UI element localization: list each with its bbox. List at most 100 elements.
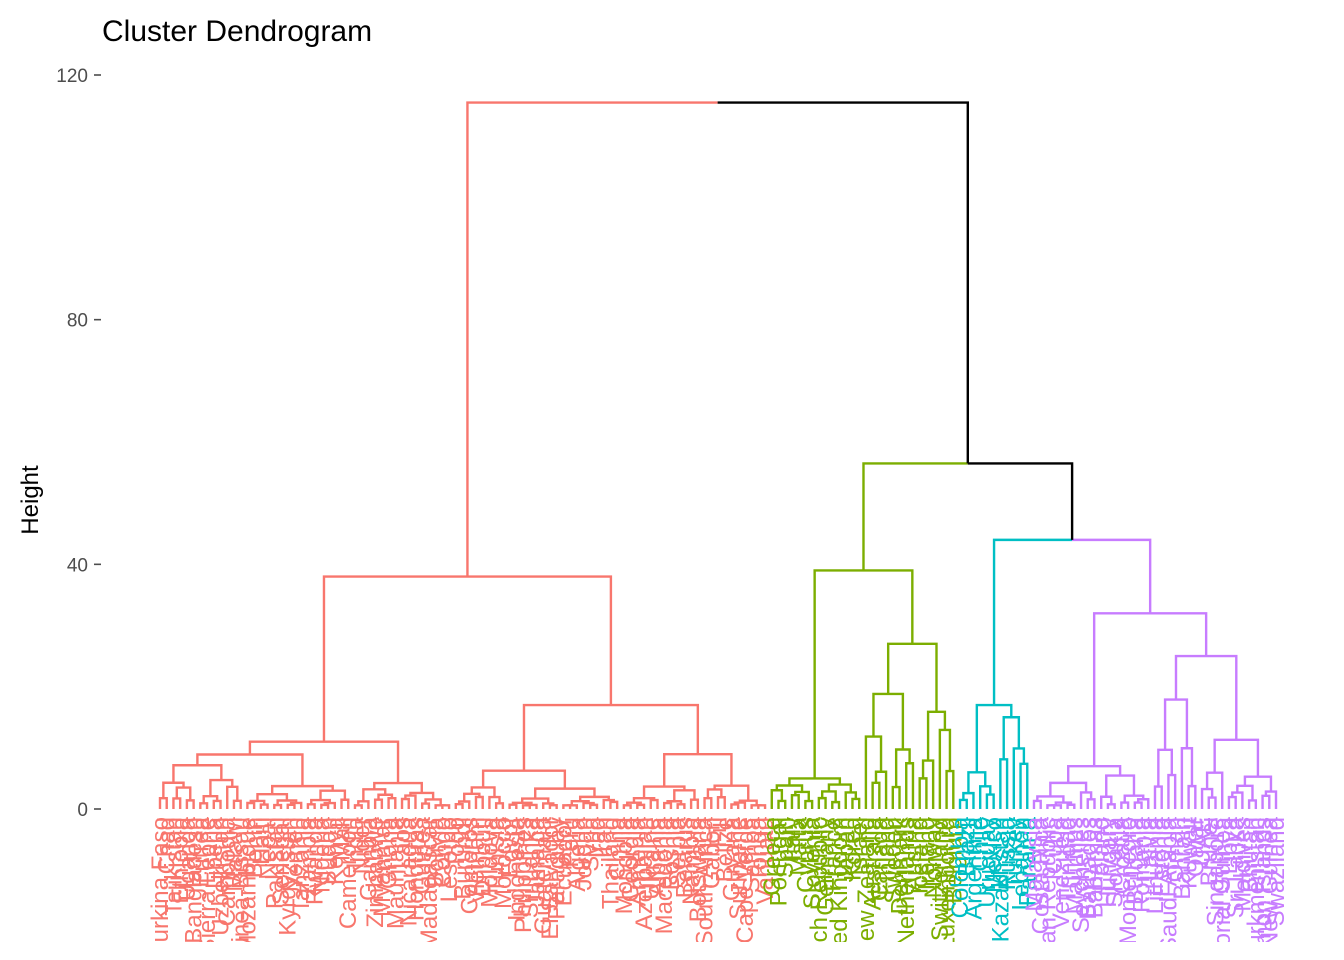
dendrogram-branch [1012, 747, 1026, 809]
leaf-label: Mongolia [611, 816, 638, 914]
dendrogram-branch [1247, 799, 1258, 809]
dendrogram-branch [813, 569, 914, 779]
dendrogram-branch [1261, 794, 1271, 809]
dendrogram-branch [1046, 804, 1056, 809]
leaf-label: India [342, 816, 369, 869]
leaf-label: Syria [577, 816, 604, 871]
dendrogram-branch [404, 794, 417, 809]
leaf-label: Ireland [913, 817, 940, 890]
dendrogram-branch [1243, 775, 1273, 792]
dendrogram-branch [420, 802, 431, 809]
leaf-label: Bolivia [423, 816, 450, 887]
leaf-label: Ghana [376, 816, 403, 889]
dendrogram-branch [1174, 654, 1238, 740]
leaf-label: Mauritania [382, 816, 409, 929]
dendrogram-branch [1106, 803, 1116, 809]
leaf-label: Iceland [907, 817, 934, 894]
dendrogram-branch [199, 802, 209, 809]
dendrogram-branch [626, 801, 642, 806]
dendrogram-branch [340, 798, 350, 809]
leaf-label: Mexico [981, 817, 1008, 893]
dendrogram-branch [622, 804, 632, 809]
leaf-label: El Salvador [537, 817, 564, 940]
leaf-label: Bahamas [1081, 817, 1108, 918]
leaf-label: Bhutan [1236, 817, 1263, 893]
y-tick-label: 120 [56, 66, 88, 87]
leaf-label: Lithuania [1142, 816, 1169, 914]
leaf-label: Guyana [718, 816, 745, 901]
dendrogram-branch [926, 710, 947, 761]
dendrogram-branch [522, 703, 700, 771]
leaf-label: Suriname [725, 817, 752, 920]
leaf-label: Romania [1129, 816, 1156, 913]
leaf-label: Liberia [201, 816, 228, 889]
dendrogram-branch [525, 803, 538, 809]
dendrogram-branch [466, 101, 718, 577]
leaf-label: Burundi [450, 817, 477, 900]
leaf-label: Morocco [490, 817, 517, 909]
leaf-label: South Africa [692, 816, 719, 946]
leaf-label: Maldives [1229, 817, 1256, 912]
dendrogram-branch [488, 795, 501, 809]
dendrogram-branch [1180, 747, 1194, 809]
leaf-label: Malaysia [1021, 816, 1048, 911]
leaf-label: Trinidad [1055, 817, 1082, 903]
dendrogram-branch [1157, 748, 1173, 787]
dendrogram-branch [958, 798, 968, 809]
dendrogram-branch [851, 797, 861, 809]
dendrogram-branch [542, 802, 555, 809]
leaf-label: Peru [557, 817, 584, 868]
leaf-label: Guinea [409, 816, 436, 894]
leaf-label: Denmark [887, 816, 914, 914]
dendrogram-branch [770, 789, 784, 809]
leaf-label: Hungary [1095, 817, 1122, 908]
dendrogram-branch [663, 801, 673, 809]
dendrogram-branch [520, 797, 550, 804]
leaf-label: Austria [900, 816, 927, 891]
leaf-label: Saudi Arabia [1155, 816, 1182, 953]
leaf-label: Chad [154, 817, 181, 874]
leaf-label: Pakistan [261, 817, 288, 909]
dendrogram-branch [562, 804, 572, 809]
dendrogram-branch [831, 800, 841, 809]
leaf-label: Serbia [665, 816, 692, 886]
chart-title: Cluster Dendrogram [102, 15, 372, 48]
leaf-label: Algeria [564, 816, 591, 891]
leaf-label: Norway [920, 817, 947, 898]
leaf-label: Paraguay [544, 817, 571, 920]
dendrogram-branches [158, 101, 1278, 809]
dendrogram-branch [259, 803, 269, 809]
dendrogram-branch [804, 799, 814, 809]
dendrogram-branch [246, 801, 256, 809]
dendrogram-branch [921, 759, 935, 809]
dendrogram-branch [1200, 787, 1214, 809]
dendrogram-branch [212, 799, 222, 809]
leaf-label: Japan [833, 817, 860, 882]
leaf-label: Slovakia [1102, 816, 1129, 907]
dendrogram-branch [1231, 791, 1244, 809]
leaf-label: Barbados [1075, 817, 1102, 920]
leaf-label: Moldova [476, 816, 503, 907]
leaf-label: Jordan [571, 817, 598, 890]
leaf-label: Laos [389, 817, 416, 869]
dendrogram-branch [158, 797, 168, 809]
dendrogram-branch [320, 803, 330, 809]
leaf-label: Brazil [954, 817, 981, 877]
leaf-label: Rwanda [302, 816, 329, 905]
dendrogram-branch [387, 796, 397, 809]
leaf-label: Mauritius [1061, 817, 1088, 914]
leaf-label: China [604, 816, 631, 879]
leaf-label: Mali [329, 817, 356, 861]
dendrogram-branch [548, 804, 558, 809]
leaf-label: Zimbabwe [362, 817, 389, 928]
leaf-label: Bangladesh [181, 817, 208, 944]
leaf-label: Haiti [248, 817, 275, 865]
dendrogram-branch [1105, 774, 1136, 797]
leaf-label: Tajikistan [160, 817, 187, 916]
dendrogram-branch [1086, 798, 1096, 809]
dendrogram-branch [788, 777, 842, 786]
leaf-label: Kenya [322, 816, 349, 885]
dendrogram-branch [790, 794, 800, 809]
dendrogram-branch [891, 785, 901, 809]
dendrogram-branch [689, 798, 700, 809]
